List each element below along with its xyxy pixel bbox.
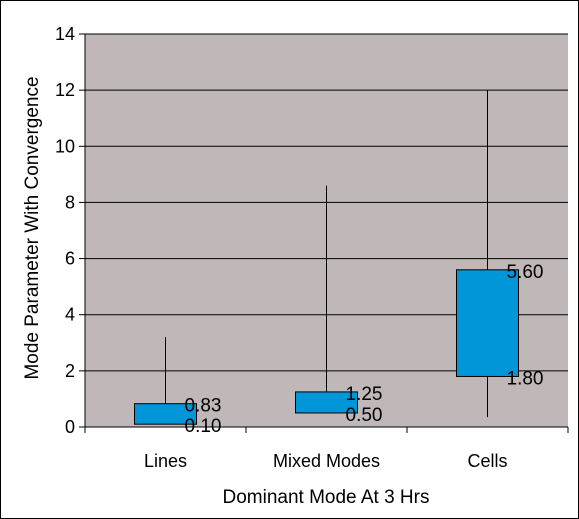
box: [134, 403, 197, 425]
y-tick-labels: 0 2 4 6 8 10 12 14: [55, 24, 75, 437]
x-tick-label: Lines: [144, 451, 187, 471]
box: [295, 391, 358, 414]
y-tick-label: 12: [55, 80, 75, 100]
y-axis-title: Mode Parameter With Convergence: [22, 76, 43, 379]
data-labels: 0.830.10 1.250.50 5.60 1.80: [185, 262, 544, 437]
y-tick-label: 8: [65, 192, 75, 212]
y-tick-label: 2: [65, 361, 75, 381]
data-label-low: 0.10: [185, 416, 222, 437]
x-axis-title: Dominant Mode At 3 Hrs: [223, 487, 430, 508]
x-tick-labels: Lines Mixed Modes Cells: [144, 451, 508, 471]
x-tick-label: Cells: [467, 451, 507, 471]
data-label-low: 0.50: [346, 405, 383, 426]
axes: [79, 33, 569, 433]
data-label-high: 0.83: [185, 396, 222, 417]
data-label-high: 5.60: [507, 262, 544, 283]
y-tick-label: 4: [65, 305, 75, 325]
y-tick-label: 0: [65, 417, 75, 437]
data-label-low: 1.80: [507, 368, 544, 389]
y-tick-label: 6: [65, 249, 75, 269]
x-tick-label: Mixed Modes: [273, 451, 380, 471]
y-tick-label: 10: [55, 136, 75, 156]
y-tick-label: 14: [55, 24, 75, 44]
boxes: [134, 269, 519, 425]
box: [456, 269, 519, 377]
data-label-high: 1.25: [346, 384, 383, 405]
